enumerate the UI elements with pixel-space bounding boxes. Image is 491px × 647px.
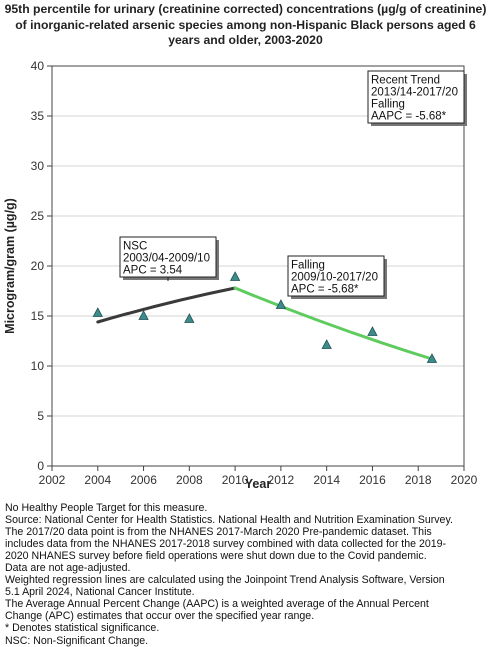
y-axis-title: Microgram/gram (µg/g) <box>3 198 17 334</box>
x-tick-label: 2004 <box>84 473 111 487</box>
y-tick-label: 0 <box>37 459 44 473</box>
annotation-text: NSC <box>123 241 147 253</box>
x-tick-label: 2020 <box>451 473 478 487</box>
data-point <box>229 271 241 281</box>
y-axis: 0 5 10 15 20 25 30 35 40 <box>31 59 52 473</box>
trend-lines <box>96 286 434 361</box>
footnote-line: * Denotes statistical significance. <box>5 622 160 635</box>
footnote-line: Data are not age-adjusted. <box>5 562 131 575</box>
y-tick-label: 35 <box>31 109 45 123</box>
annotation-text: 2009/10-2017/20 <box>291 272 378 284</box>
annotation-text: AAPC = -5.68* <box>371 111 447 123</box>
y-tick-label: 30 <box>31 159 45 173</box>
footnote-line: The 2017/20 data point is from the NHANE… <box>5 526 432 539</box>
footnotes: No Healthy People Target for this measur… <box>5 502 489 647</box>
title-line: years and older, 2003-2020 <box>168 33 323 47</box>
footnote-line: includes data from the NHANES 2017-2018 … <box>5 538 447 551</box>
data-point <box>92 307 103 317</box>
x-tick-label: 2006 <box>130 473 157 487</box>
footnote-line: Change (APC) estimates that occur over t… <box>5 610 315 623</box>
data-points <box>92 271 438 363</box>
footnote-line: 5.1 April 2024, National Cancer Institut… <box>5 586 195 599</box>
title-line: of inorganic-related arsenic species amo… <box>15 17 476 32</box>
x-tick-label: 2002 <box>39 473 66 487</box>
annotation-frame <box>367 70 465 124</box>
y-tick-label: 40 <box>31 59 45 73</box>
y-tick-label: 20 <box>31 259 45 273</box>
annotation-text: Falling <box>371 99 405 111</box>
footnote-line: The Average Annual Percent Change (AAPC)… <box>5 598 429 611</box>
data-point <box>426 353 438 363</box>
y-tick-label: 10 <box>31 359 45 373</box>
x-tick-label: 2018 <box>405 473 432 487</box>
annotation-frame <box>119 236 217 278</box>
trend-line <box>233 286 434 361</box>
x-axis: 2002 2004 2006 2008 2010 2012 2014 2016 2018 2020 <box>39 466 478 487</box>
footnote-line: NSC: Non-Significant Change. <box>5 634 149 647</box>
data-point <box>321 339 332 349</box>
footnote-line: Source: National Center for Health Stati… <box>5 514 453 527</box>
footnote-line: Weighted regression lines are calculated… <box>5 574 445 587</box>
data-point <box>138 310 149 320</box>
y-tick-label: 25 <box>31 209 45 223</box>
x-tick-label: 2008 <box>176 473 203 487</box>
y-tick-label: 15 <box>31 309 45 323</box>
title-line: 95th percentile for urinary (creatinine … <box>4 2 487 16</box>
data-point <box>275 299 287 309</box>
annotation-text: Falling <box>291 260 325 272</box>
data-point <box>367 326 378 336</box>
y-tick-label: 5 <box>37 409 44 423</box>
annotation-text: APC = 3.54 <box>123 265 183 277</box>
data-point <box>184 313 195 323</box>
x-axis-title: Year <box>245 477 272 491</box>
annotation-text: APC = -5.68* <box>291 284 359 296</box>
x-tick-label: 2010 <box>222 473 249 487</box>
footnote-line: 2020 NHANES survey before field operatio… <box>5 550 427 563</box>
trend-line <box>96 286 237 324</box>
x-tick-label: 2016 <box>359 473 386 487</box>
grid-lines <box>52 115 464 417</box>
footnote-line: No Healthy People Target for this measur… <box>5 502 208 514</box>
annotation-text: 2013/14-2017/20 <box>371 87 458 99</box>
annotation-text: Recent Trend <box>371 75 440 87</box>
chart-title: 95th percentile for urinary (creatinine … <box>0 2 491 49</box>
annotation-frame <box>287 255 385 297</box>
x-tick-label: 2014 <box>313 473 340 487</box>
x-tick-label: 2012 <box>268 473 295 487</box>
annotation-text: 2003/04-2009/10 <box>123 253 210 265</box>
